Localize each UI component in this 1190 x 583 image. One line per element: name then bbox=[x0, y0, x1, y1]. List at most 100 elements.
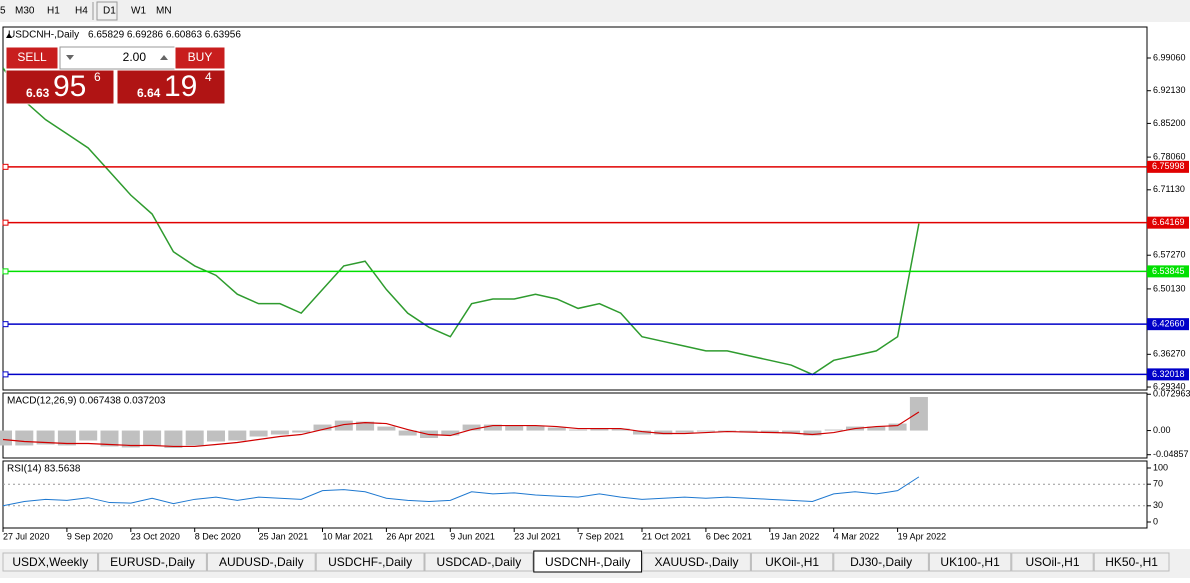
chart-tab-label: UK100-,H1 bbox=[940, 555, 1000, 569]
lot-up[interactable] bbox=[160, 55, 168, 60]
chart-tab-label: AUDUSD-,Daily bbox=[219, 555, 304, 569]
lot-field[interactable] bbox=[59, 46, 176, 70]
x-tick-label: 7 Sep 2021 bbox=[578, 531, 624, 541]
macd-bar bbox=[100, 430, 119, 447]
y-tick-label: 0.00 bbox=[1153, 425, 1171, 435]
chart-tab-label: USDX,Weekly bbox=[12, 555, 88, 569]
macd-title: MACD(12,26,9) 0.067438 0.037203 bbox=[7, 396, 166, 407]
macd-bar bbox=[590, 428, 609, 431]
level-label: 6.53845 bbox=[1152, 266, 1185, 276]
y-tick-label: 6.57270 bbox=[1153, 250, 1186, 260]
macd-bar bbox=[654, 430, 673, 435]
chart-tab[interactable] bbox=[424, 552, 534, 572]
y-tick-label: 6.78060 bbox=[1153, 151, 1186, 161]
y-tick-label: 6.29340 bbox=[1153, 381, 1186, 391]
macd-bar bbox=[377, 426, 396, 431]
x-tick-label: 27 Jul 2020 bbox=[3, 531, 50, 541]
macd-bar bbox=[164, 430, 183, 448]
x-tick-label: 19 Apr 2022 bbox=[898, 531, 947, 541]
chart-tab[interactable] bbox=[1093, 552, 1170, 572]
macd-bar bbox=[696, 430, 715, 432]
chart-tab-label: USDCHF-,Daily bbox=[328, 555, 412, 569]
sell-button[interactable] bbox=[5, 46, 59, 70]
chart-tab[interactable] bbox=[928, 552, 1012, 572]
macd-bar bbox=[803, 430, 822, 436]
level-label-bg bbox=[1147, 265, 1189, 278]
x-tick-label: 21 Oct 2021 bbox=[642, 531, 691, 541]
y-tick-label: 100 bbox=[1153, 462, 1168, 472]
macd-bar bbox=[867, 426, 886, 431]
sell-price-box[interactable] bbox=[5, 69, 115, 105]
timeframe-button[interactable]: W1 bbox=[131, 6, 146, 17]
macd-bar bbox=[57, 430, 76, 446]
macd-signal bbox=[2, 411, 920, 448]
macd-bar bbox=[888, 423, 907, 431]
x-tick-label: 6 Dec 2021 bbox=[706, 531, 752, 541]
macd-bar bbox=[909, 397, 928, 431]
chart-tab[interactable] bbox=[206, 552, 316, 572]
chart-tab[interactable] bbox=[642, 552, 751, 572]
macd-bar bbox=[143, 430, 162, 446]
chart-tab-label: EURUSD-,Daily bbox=[110, 555, 195, 569]
macd-bar bbox=[79, 430, 98, 441]
chart-tab[interactable] bbox=[2, 552, 99, 572]
sell-label: SELL bbox=[17, 50, 47, 64]
macd-bar bbox=[633, 430, 651, 435]
lot-value: 2.00 bbox=[123, 50, 147, 64]
chart-tab[interactable] bbox=[315, 552, 425, 572]
macd-bar bbox=[228, 430, 247, 441]
chart-tab[interactable] bbox=[533, 550, 643, 573]
macd-bar bbox=[15, 430, 34, 446]
macd-bar bbox=[675, 430, 694, 433]
y-tick-label: 70 bbox=[1153, 479, 1163, 489]
macd-bar bbox=[569, 429, 588, 431]
x-tick-label: 9 Sep 2020 bbox=[67, 531, 113, 541]
macd-bar bbox=[398, 430, 417, 436]
macd-bar bbox=[611, 428, 630, 431]
rsi-line bbox=[2, 476, 920, 507]
buy-label: BUY bbox=[188, 50, 213, 64]
chart-tab[interactable] bbox=[833, 552, 929, 572]
chart-tab-label: DJ30-,Daily bbox=[850, 555, 912, 569]
macd-bar bbox=[270, 430, 289, 435]
chart-tab-label: HK50-,H1 bbox=[1105, 555, 1158, 569]
x-tick-label: 26 Apr 2021 bbox=[386, 531, 435, 541]
level-handle bbox=[2, 321, 9, 328]
chart-tab[interactable] bbox=[98, 552, 207, 572]
chart-tab-label: USDCNH-,Daily bbox=[545, 555, 630, 569]
macd-bar bbox=[121, 430, 140, 448]
x-tick-label: 23 Oct 2020 bbox=[131, 531, 180, 541]
chart-tab-label: USDCAD-,Daily bbox=[437, 555, 522, 569]
level-label: 6.75998 bbox=[1152, 161, 1185, 171]
buy-button[interactable] bbox=[174, 46, 226, 70]
level-handle bbox=[2, 268, 9, 275]
timeframe-button[interactable]: H1 bbox=[47, 6, 60, 17]
macd-bar bbox=[526, 425, 545, 431]
timeframe-button[interactable]: MN bbox=[156, 6, 172, 17]
timeframe-button[interactable]: H4 bbox=[75, 6, 88, 17]
y-tick-label: -0.04857 bbox=[1153, 449, 1189, 459]
macd-bar bbox=[356, 421, 375, 431]
chart-tab-label: UKOil-,H1 bbox=[765, 555, 819, 569]
timeframe-button[interactable]: M30 bbox=[15, 6, 35, 17]
y-tick-label: 0 bbox=[1153, 516, 1158, 526]
chart-tab[interactable] bbox=[1011, 552, 1094, 572]
macd-bar bbox=[0, 430, 12, 446]
chart-tab-label: XAUUSD-,Daily bbox=[654, 555, 738, 569]
buy-price-box[interactable] bbox=[116, 69, 226, 105]
y-tick-label: 6.36270 bbox=[1153, 349, 1186, 359]
chart-tab-label: USOil-,H1 bbox=[1025, 555, 1079, 569]
macd-bar bbox=[483, 424, 502, 431]
macd-bar bbox=[782, 430, 801, 434]
macd-bar bbox=[36, 430, 55, 445]
timeframe-button[interactable]: 5 bbox=[0, 6, 6, 17]
chart-tab[interactable] bbox=[750, 552, 834, 572]
macd-bar bbox=[441, 430, 460, 436]
y-tick-label: 30 bbox=[1153, 500, 1163, 510]
sell-price-frac: 6 bbox=[94, 70, 101, 84]
timeframe-button[interactable]: D1 bbox=[103, 6, 116, 17]
x-tick-label: 23 Jul 2021 bbox=[514, 531, 561, 541]
level-label: 6.64169 bbox=[1152, 217, 1185, 227]
lot-down[interactable] bbox=[66, 55, 74, 60]
macd-bar bbox=[462, 424, 481, 431]
